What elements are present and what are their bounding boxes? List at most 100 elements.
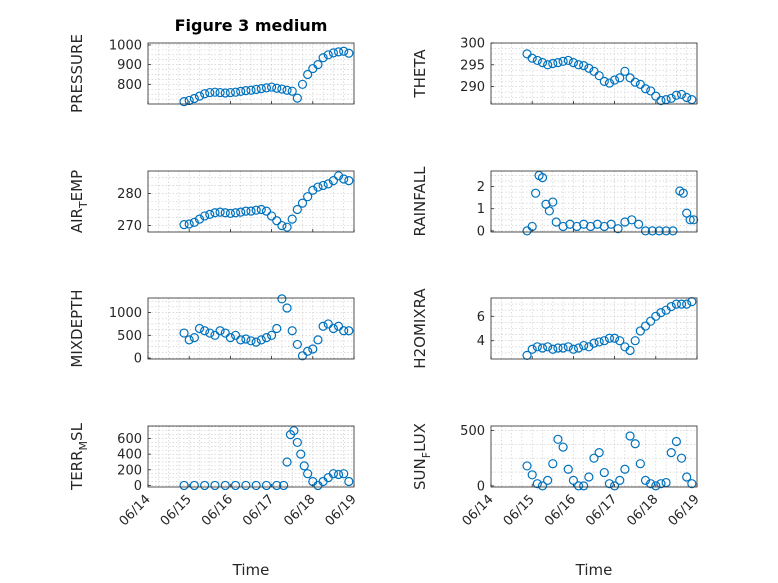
data-point [594, 448, 604, 458]
y-axis-label: MIXDEPTH [68, 289, 86, 367]
data-point [272, 216, 282, 226]
data-point [532, 55, 542, 66]
data-point [640, 84, 651, 94]
data-point [184, 335, 194, 345]
y-axis-label-part: AIR [68, 208, 86, 233]
series-markers [522, 431, 697, 491]
data-point [344, 476, 354, 487]
y-axis-label-subscript: T [77, 201, 90, 209]
y-tick-label: 600 [117, 432, 142, 447]
data-point [241, 86, 251, 96]
data-point [604, 479, 615, 489]
data-point [297, 198, 308, 208]
data-point [333, 47, 344, 57]
data-point [656, 95, 666, 106]
data-point [282, 222, 292, 232]
subplot-mixdepth: 0 500 1000 MIXDEPTH [68, 289, 355, 368]
data-point [609, 333, 620, 343]
data-point [215, 87, 225, 98]
data-point [543, 475, 553, 485]
data-point [682, 92, 692, 103]
data-point [272, 323, 282, 334]
y-tick-label: 1000 [109, 38, 142, 53]
data-point [308, 344, 318, 354]
data-point [287, 86, 297, 96]
data-point [682, 472, 692, 482]
data-point [303, 69, 313, 80]
data-point [579, 61, 589, 71]
data-point [579, 481, 589, 491]
x-tick-label: 06/16 [542, 492, 579, 529]
y-tick-label: 500 [117, 329, 142, 344]
data-point [666, 93, 676, 103]
data-point [527, 53, 537, 63]
x-tick-label: 06/19 [666, 492, 703, 529]
data-point [635, 79, 645, 89]
grid [491, 43, 697, 104]
data-point [328, 469, 338, 479]
data-point [230, 330, 241, 340]
data-point [527, 470, 537, 480]
data-point [313, 60, 323, 70]
y-tick-label: 0 [477, 479, 485, 494]
data-point [261, 206, 272, 216]
data-point [635, 326, 645, 336]
data-point [563, 464, 573, 474]
data-point [225, 333, 235, 343]
data-point [646, 479, 656, 489]
y-tick-label: 900 [117, 58, 142, 73]
data-point [647, 226, 657, 236]
data-point [256, 84, 266, 94]
data-point [344, 176, 354, 186]
data-point [568, 58, 579, 68]
data-point [573, 481, 584, 491]
data-point [308, 185, 318, 195]
data-point [189, 480, 199, 491]
data-point [688, 215, 699, 225]
y-axis-label: H2OMIXRA [411, 288, 429, 369]
data-point [620, 464, 630, 474]
data-point [551, 217, 561, 227]
data-point [251, 84, 261, 95]
data-point [230, 480, 241, 491]
grid [148, 298, 354, 359]
grid [491, 298, 697, 359]
data-point [267, 82, 277, 92]
x-tick-label: 06/14 [117, 492, 154, 529]
data-point [634, 219, 644, 229]
data-point [548, 197, 558, 207]
data-point [609, 481, 620, 491]
data-point [299, 461, 309, 471]
data-point [241, 334, 251, 344]
data-point [179, 480, 189, 491]
y-axis-label: PRESSURE [68, 34, 86, 113]
data-point [210, 480, 220, 491]
y-axis-label-subscript: F [420, 452, 433, 458]
data-point [537, 58, 548, 68]
subplot-air-temp: 270 280 AIRTEMP [68, 170, 355, 234]
data-point [635, 459, 645, 469]
grid [148, 426, 354, 487]
data-point [573, 60, 584, 70]
data-point [676, 453, 687, 463]
data-point [313, 335, 323, 345]
data-point [615, 336, 625, 346]
data-point [661, 226, 671, 236]
data-point [282, 85, 292, 95]
grid [148, 171, 354, 232]
data-point [272, 83, 282, 93]
data-point [184, 219, 194, 229]
data-point [553, 58, 563, 68]
data-point [179, 97, 189, 107]
data-point [246, 206, 256, 216]
data-point [220, 480, 230, 491]
axes-frame [490, 297, 698, 360]
data-point [620, 66, 630, 76]
data-point [339, 326, 349, 336]
data-point [297, 351, 308, 361]
x-axis-label-right: Time [575, 561, 613, 579]
y-tick-label: 270 [117, 219, 142, 234]
y-tick-label: 4 [477, 334, 485, 349]
y-axis-label: AIRTEMP [68, 170, 90, 233]
